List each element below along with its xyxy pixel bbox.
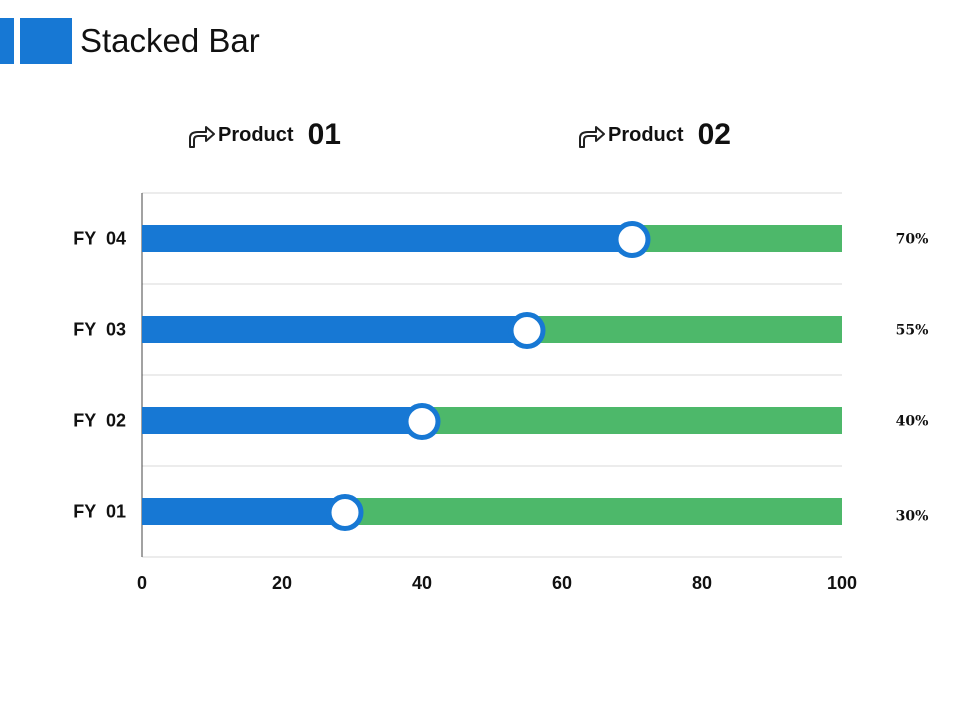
category-label: FY 01 [73, 502, 126, 522]
share-arrow-icon [189, 126, 215, 148]
bar-marker [508, 312, 546, 349]
legend-item-product-01: Product 01 [186, 112, 341, 158]
value-label: 70% [896, 232, 929, 248]
bar-product-02 [422, 407, 842, 434]
x-tick-label: 40 [412, 573, 432, 593]
title-accent-small [0, 18, 14, 64]
legend-item-product-02: Product 02 [576, 112, 731, 158]
value-label: 30% [896, 509, 929, 525]
page-title: Stacked Bar [80, 22, 260, 59]
bar-product-01 [142, 316, 527, 343]
bar-marker [326, 494, 364, 531]
legend-number: 02 [697, 118, 731, 151]
value-label: 55% [896, 323, 929, 339]
value-label: 40% [896, 414, 929, 430]
category-label: FY 02 [73, 411, 126, 431]
legend-number: 01 [307, 118, 341, 151]
x-tick-label: 80 [692, 573, 712, 593]
bar-marker [403, 403, 441, 440]
bar-product-01 [142, 498, 345, 525]
x-tick-label: 100 [827, 573, 857, 593]
x-tick-label: 60 [552, 573, 572, 593]
share-arrow-icon [579, 126, 605, 148]
bar-product-02 [527, 316, 842, 343]
bar-product-01 [142, 407, 422, 434]
category-label: FY 03 [73, 320, 126, 340]
title-accent-large [20, 18, 72, 64]
bar-marker [613, 221, 651, 258]
bar-product-01 [142, 225, 632, 252]
x-tick-label: 0 [137, 573, 147, 593]
legend-label: Product [608, 123, 684, 146]
category-label: FY 04 [73, 229, 126, 249]
legend-label: Product [218, 123, 294, 146]
bar-product-02 [345, 498, 842, 525]
x-tick-label: 20 [272, 573, 292, 593]
bar-product-02 [632, 225, 842, 252]
